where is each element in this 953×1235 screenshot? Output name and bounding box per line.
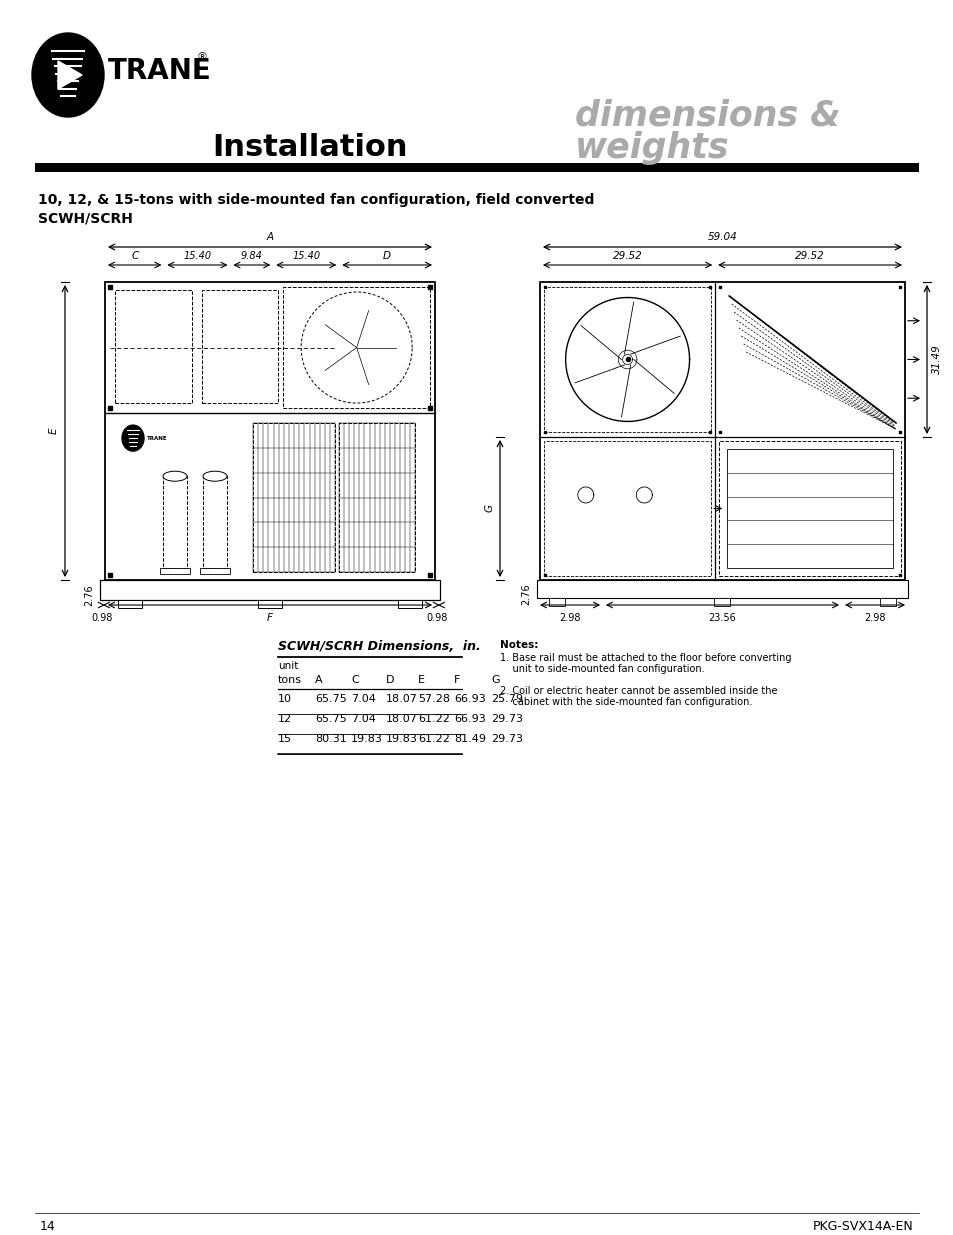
Text: 0.98: 0.98 — [91, 613, 113, 622]
Bar — [257, 600, 282, 608]
Text: SCWH/SCRH: SCWH/SCRH — [38, 212, 132, 226]
Text: Installation: Installation — [212, 133, 407, 163]
Bar — [200, 568, 230, 574]
Text: G: G — [484, 504, 495, 513]
Bar — [726, 450, 892, 568]
Text: 66.93: 66.93 — [454, 714, 485, 724]
Text: 2.98: 2.98 — [558, 613, 580, 622]
Text: 25.79: 25.79 — [491, 694, 522, 704]
Text: 0.98: 0.98 — [426, 613, 448, 622]
Text: SCWH/SCRH Dimensions,  in.: SCWH/SCRH Dimensions, in. — [277, 640, 480, 653]
Text: 15: 15 — [277, 734, 292, 743]
Text: 61.22: 61.22 — [417, 734, 450, 743]
Text: 66.93: 66.93 — [454, 694, 485, 704]
Text: Notes:: Notes: — [499, 640, 537, 650]
Text: G: G — [491, 676, 499, 685]
Bar — [714, 598, 730, 606]
Text: unit to side-mounted fan configuration.: unit to side-mounted fan configuration. — [499, 664, 704, 674]
Text: C: C — [131, 251, 138, 261]
Text: 9.84: 9.84 — [241, 251, 262, 261]
Text: 65.75: 65.75 — [314, 714, 346, 724]
Text: cabinet with the side-mounted fan configuration.: cabinet with the side-mounted fan config… — [499, 697, 752, 706]
Text: 7.04: 7.04 — [351, 714, 375, 724]
Text: 2.98: 2.98 — [863, 613, 884, 622]
Bar — [339, 424, 415, 572]
Text: tons: tons — [277, 676, 302, 685]
Ellipse shape — [163, 472, 187, 482]
Text: D: D — [386, 676, 395, 685]
Text: 29.52: 29.52 — [612, 251, 641, 261]
Text: 23.56: 23.56 — [708, 613, 736, 622]
Bar — [203, 477, 227, 568]
Text: A: A — [314, 676, 322, 685]
Text: F: F — [267, 613, 273, 622]
Text: 19.83: 19.83 — [386, 734, 417, 743]
Text: 12: 12 — [277, 714, 292, 724]
Bar — [543, 287, 710, 432]
Bar — [543, 441, 710, 576]
Bar — [100, 580, 439, 600]
Text: 31.49: 31.49 — [931, 345, 941, 374]
Bar — [548, 598, 564, 606]
Text: E: E — [417, 676, 424, 685]
Text: 81.49: 81.49 — [454, 734, 485, 743]
Text: 57.28: 57.28 — [417, 694, 450, 704]
Text: 7.04: 7.04 — [351, 694, 375, 704]
Text: PKG-SVX14A-EN: PKG-SVX14A-EN — [812, 1220, 913, 1233]
Ellipse shape — [203, 472, 227, 482]
Text: 15.40: 15.40 — [292, 251, 320, 261]
Text: 61.22: 61.22 — [417, 714, 450, 724]
Polygon shape — [58, 61, 82, 89]
Text: 19.83: 19.83 — [351, 734, 382, 743]
Ellipse shape — [32, 33, 104, 117]
Text: 65.75: 65.75 — [314, 694, 346, 704]
Text: 18.07: 18.07 — [386, 714, 417, 724]
Text: weights: weights — [575, 131, 729, 165]
Text: C: C — [351, 676, 358, 685]
Text: 10, 12, & 15-tons with side-mounted fan configuration, field converted: 10, 12, & 15-tons with side-mounted fan … — [38, 193, 594, 207]
Text: 2. Coil or electric heater cannot be assembled inside the: 2. Coil or electric heater cannot be ass… — [499, 685, 777, 697]
Bar — [201, 290, 278, 403]
Bar — [397, 600, 421, 608]
Text: 10: 10 — [277, 694, 292, 704]
Text: A: A — [266, 232, 274, 242]
Bar — [253, 424, 335, 572]
Text: dimensions &: dimensions & — [575, 98, 840, 132]
Bar — [118, 600, 142, 608]
Text: 15.40: 15.40 — [183, 251, 212, 261]
Text: 1. Base rail must be attached to the floor before converting: 1. Base rail must be attached to the flo… — [499, 653, 791, 663]
Text: 14: 14 — [40, 1220, 55, 1233]
Ellipse shape — [122, 425, 144, 451]
Text: F: F — [454, 676, 460, 685]
Bar — [283, 287, 430, 408]
Text: ®: ® — [196, 52, 208, 62]
Text: 80.31: 80.31 — [314, 734, 346, 743]
Text: TRANE: TRANE — [108, 57, 212, 85]
Text: 29.52: 29.52 — [795, 251, 824, 261]
Bar — [537, 580, 907, 598]
Text: 2.76: 2.76 — [84, 584, 94, 606]
Bar — [35, 163, 918, 172]
Text: TRANE: TRANE — [147, 436, 168, 441]
Bar — [115, 290, 192, 403]
Bar — [163, 477, 187, 568]
Text: 2.76: 2.76 — [520, 583, 531, 605]
Bar — [160, 568, 190, 574]
Text: D: D — [383, 251, 391, 261]
Text: E: E — [49, 427, 59, 435]
Bar — [879, 598, 895, 606]
Bar — [105, 282, 435, 580]
Bar — [539, 282, 904, 580]
Text: 29.73: 29.73 — [491, 714, 522, 724]
Text: unit: unit — [277, 661, 298, 671]
Text: 29.73: 29.73 — [491, 734, 522, 743]
Text: 59.04: 59.04 — [707, 232, 737, 242]
Bar — [719, 441, 900, 576]
Text: 18.07: 18.07 — [386, 694, 417, 704]
